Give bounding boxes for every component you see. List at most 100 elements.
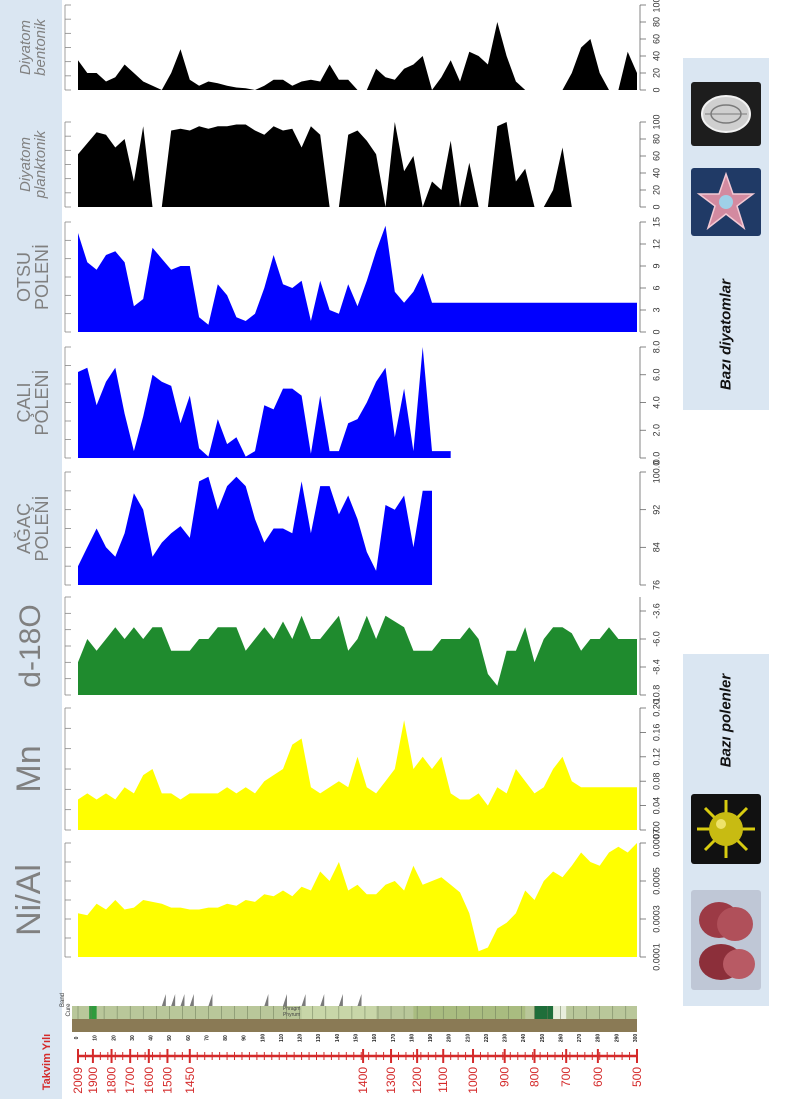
pennate-diatom-icon xyxy=(701,95,751,133)
panel-6-tick-label: 0.20 xyxy=(651,699,661,717)
core-log-marker xyxy=(357,994,362,1006)
panel-2-tick-label: 3 xyxy=(651,307,661,312)
depth-tick-label: 230 xyxy=(503,1034,509,1043)
left-label-strip xyxy=(0,0,62,1099)
panel-5-ylabel: d-18O xyxy=(14,604,47,687)
diatom-image-2 xyxy=(691,168,761,236)
panel-5-series-area xyxy=(78,615,637,695)
depth-tick-label: 120 xyxy=(298,1034,304,1043)
calendar-year-label: 700 xyxy=(559,1067,573,1087)
panel-2-tick-label: 9 xyxy=(651,263,661,268)
panel-5-ylabel-line: d-18O xyxy=(14,604,47,687)
depth-tick-label: 290 xyxy=(614,1034,620,1043)
panel-0-tick-label: 60 xyxy=(651,34,661,44)
panel-6-tick-label: 0.12 xyxy=(651,748,661,766)
depth-tick-label: 0 xyxy=(74,1036,80,1039)
core-log-marker xyxy=(208,994,213,1006)
bisaccate-pollen-icon xyxy=(699,902,755,980)
panel-3-tick-label: 4.0 xyxy=(651,396,661,409)
panel-1: 0 20 40 60 80 100 Diyatomplanktonik xyxy=(17,114,661,209)
panel-6-series-area xyxy=(78,720,637,830)
panel-7-tick-label: 0.0003 xyxy=(651,905,661,933)
calendar-year-label: 1700 xyxy=(123,1067,137,1094)
panel-6-ylabel: Mn xyxy=(10,745,48,792)
panel-7-ylabel: Ni/Al xyxy=(10,864,48,936)
panel-7-tick-label: 0.0005 xyxy=(651,867,661,895)
panel-0-ylabel: Diyatombentonik xyxy=(17,18,49,76)
core-log-lower-band xyxy=(72,1019,637,1032)
core-log-marker xyxy=(161,994,166,1006)
core-log-label: Cure xyxy=(66,1003,72,1017)
pollen-image-2 xyxy=(691,890,761,990)
depth-tick-label: 300 xyxy=(633,1034,639,1043)
calendar-year-label: 1100 xyxy=(436,1067,450,1093)
depth-tick-label: 250 xyxy=(540,1034,546,1043)
panel-6: 0.00 0.04 0.08 0.12 0.16 0.20 Mn xyxy=(10,699,661,839)
panel-0-series-area xyxy=(78,22,637,90)
calendar-year-label: 1900 xyxy=(86,1067,100,1094)
panel-7: 0.0001 0.0003 0.0005 0.0007 Ni/Al xyxy=(10,829,661,971)
panel-1-tick-label: 40 xyxy=(651,168,661,178)
panel-7-ylabel-line: Ni/Al xyxy=(10,864,48,936)
core-log-marker xyxy=(301,994,306,1006)
panel-2-tick-label: 15 xyxy=(651,217,661,227)
spiky-pollen-icon xyxy=(697,800,755,858)
panel-4-series-area xyxy=(78,476,433,585)
panel-4-tick-label: 76 xyxy=(651,580,661,590)
core-log-marker xyxy=(320,994,325,1006)
panel-6-tick-label: 0.08 xyxy=(651,772,661,790)
panel-5-tick-label: -10.8 xyxy=(651,685,661,706)
panel-0: 0 20 40 60 80 100 Diyatombentonik xyxy=(17,0,661,93)
panel-4-tick-label: 84 xyxy=(651,542,661,552)
panel-3-tick-label: 8.0 xyxy=(651,341,661,354)
panel-0-tick-label: 40 xyxy=(651,51,661,61)
panel-0-tick-label: 80 xyxy=(651,17,661,27)
panel-0-ylabel-line: Diyatom xyxy=(17,20,34,75)
depth-tick-label: 260 xyxy=(558,1034,564,1043)
panel-3-ylabel-line: ÇALI xyxy=(14,382,34,422)
depth-tick-label: 270 xyxy=(577,1034,583,1043)
depth-tick-label: 70 xyxy=(204,1035,210,1041)
panel-4-tick-label: 92 xyxy=(651,505,661,515)
core-log-segment xyxy=(553,1006,567,1019)
calendar-year-label: 2009 xyxy=(71,1067,85,1094)
calendar-year-label: 800 xyxy=(528,1067,542,1087)
panel-2-tick-label: 12 xyxy=(651,239,661,249)
calendar-axis: 2009 1900 1800 1700 1600 1500 1450 1400 1300 1200… xyxy=(41,1034,644,1094)
panel-1-tick-label: 20 xyxy=(651,185,661,195)
pollen-caption: Bazı polenler xyxy=(717,673,735,768)
depth-tick-label: 40 xyxy=(149,1035,155,1041)
calendar-title: Takvim Yılı xyxy=(41,1034,53,1090)
panel-2-series-area xyxy=(78,225,637,332)
depth-tick-label: 190 xyxy=(428,1034,434,1043)
panel-3: 0.0 2.0 4.0 6.0 8.0 ÇALIPOLENİ xyxy=(14,341,661,465)
depth-tick-label: 150 xyxy=(354,1034,360,1043)
panel-5: -10.8 -8.4 -6.0 -3.6 d-18O xyxy=(14,596,661,706)
panel-6-ylabel-line: Mn xyxy=(10,745,48,792)
pollen-image-1 xyxy=(691,794,761,864)
core-log-marker xyxy=(180,994,185,1006)
core-log-annotation: Phragm xyxy=(283,1006,301,1012)
calendar-year-label: 1300 xyxy=(384,1067,398,1094)
depth-tick-label: 10 xyxy=(93,1035,99,1041)
panel-6-tick-label: 0.00 xyxy=(651,821,661,839)
panel-4-ylabel-line: AĞAÇ xyxy=(13,503,34,554)
panel-0-ylabel-line: bentonik xyxy=(32,18,49,76)
depth-tick-label: 210 xyxy=(465,1034,471,1043)
core-log-annotation: Phyrum xyxy=(283,1012,300,1018)
depth-tick-label: 130 xyxy=(316,1034,322,1043)
panel-1-tick-label: 0 xyxy=(651,204,661,209)
panel-2-ylabel-line: OTSU xyxy=(14,252,34,302)
depth-tick-label: 280 xyxy=(596,1034,602,1043)
depth-tick-label: 30 xyxy=(130,1035,136,1041)
panel-4: 76 84 92 100.0 AĞAÇPOLENİ xyxy=(13,461,661,590)
depth-tick-label: 180 xyxy=(409,1034,415,1043)
panel-0-tick-label: 0 xyxy=(651,87,661,92)
panel-6-tick-label: 0.16 xyxy=(651,724,661,742)
core-log-marker xyxy=(338,994,343,1006)
depth-tick-label: 110 xyxy=(279,1034,285,1042)
depth-tick-label: 50 xyxy=(167,1035,173,1041)
depth-tick-label: 220 xyxy=(484,1034,490,1043)
